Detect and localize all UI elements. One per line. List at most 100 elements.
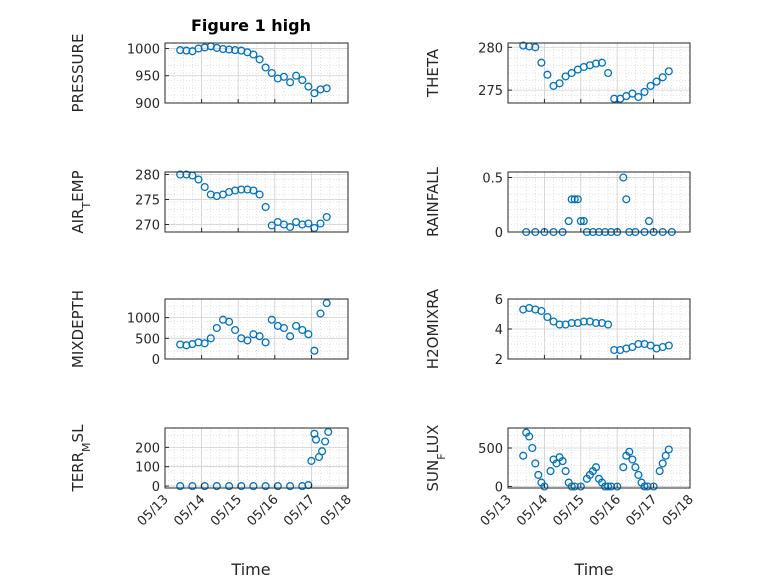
- data-point: [570, 195, 579, 204]
- data-point: [249, 186, 258, 195]
- axes-box: [164, 42, 349, 104]
- data-point: [579, 217, 588, 226]
- y-label-part: AIR: [69, 209, 87, 234]
- data-point: [321, 437, 330, 446]
- y-tick-label: 900: [135, 97, 160, 112]
- y-tick-label: 0.5: [482, 171, 503, 186]
- data-point: [310, 346, 319, 355]
- data-point: [225, 317, 234, 326]
- data-point: [661, 451, 670, 460]
- data-point: [255, 190, 264, 199]
- data-point: [311, 435, 321, 444]
- data-point: [188, 482, 197, 491]
- y-axis-label: MIXDEPTH: [69, 290, 87, 368]
- data-point: [231, 325, 240, 335]
- y-label-part: LUX: [424, 425, 442, 454]
- data-point: [567, 195, 576, 204]
- data-point: [182, 170, 191, 179]
- data-point: [322, 212, 331, 222]
- data-point: [286, 78, 295, 87]
- data-point: [279, 323, 288, 333]
- data-point: [322, 299, 331, 308]
- data-point: [225, 45, 234, 54]
- y-tick-label: 950: [135, 70, 160, 85]
- data-point: [567, 482, 576, 491]
- x-axis-label-right: Time: [573, 560, 613, 579]
- data-point: [519, 451, 528, 460]
- data-point: [316, 309, 325, 318]
- y-label-part: TERR: [69, 452, 87, 493]
- data-point: [558, 457, 567, 466]
- data-point: [658, 73, 667, 82]
- y-axis-label: THETA: [424, 48, 442, 98]
- data-point: [564, 217, 573, 226]
- data-point: [591, 59, 601, 68]
- y-tick-label: 275: [478, 84, 503, 99]
- y-axis-label: PRESSURE: [69, 34, 87, 113]
- y-axis-label: SUNFLUX: [424, 425, 448, 492]
- data-point: [292, 321, 301, 330]
- data-point: [619, 173, 628, 182]
- data-point: [261, 482, 270, 491]
- data-point: [610, 94, 619, 103]
- data-point: [249, 482, 258, 491]
- data-point: [613, 482, 622, 491]
- y-label-subscript: T: [80, 202, 93, 210]
- y-tick-label: 100: [135, 461, 160, 476]
- data-point: [664, 67, 673, 76]
- y-tick-label: 0: [495, 480, 503, 495]
- data-point: [540, 482, 549, 491]
- data-point: [622, 195, 631, 204]
- data-point: [176, 482, 185, 491]
- data-point: [591, 318, 601, 328]
- data-point: [310, 89, 319, 98]
- data-point: [304, 330, 313, 339]
- data-point: [619, 463, 628, 472]
- subplot-1: 900 950 1000 PRESSURE: [69, 34, 349, 113]
- data-point: [555, 79, 564, 88]
- data-point: [597, 58, 607, 67]
- data-point: [543, 70, 552, 79]
- data-point: [267, 221, 276, 230]
- data-point: [286, 222, 295, 232]
- data-point: [249, 50, 258, 59]
- data-point: [267, 315, 276, 324]
- data-point: [664, 341, 673, 350]
- data-point: [628, 89, 637, 98]
- data-point: [604, 320, 613, 329]
- data-point: [604, 482, 613, 491]
- x-tick-label: 05/18: [660, 492, 697, 529]
- data-point: [318, 447, 327, 456]
- data-point: [543, 312, 552, 322]
- axes-box: [507, 427, 691, 489]
- data-point: [643, 482, 652, 491]
- subplot-8: 0 500 SUNFLUX 05/13 05/14 05/15 05/16 05/17 05/1…: [424, 425, 697, 530]
- y-tick-label: 1000: [127, 312, 160, 327]
- data-point: [243, 185, 252, 194]
- data-point: [531, 459, 540, 468]
- data-point: [570, 482, 579, 491]
- data-point: [279, 72, 288, 81]
- x-tick-label: 05/13: [478, 492, 515, 529]
- subplot-7: 0 100 200 TERRMSL 05/13 05/14 05/15 05/16 05/17 0…: [69, 424, 355, 529]
- data-point: [212, 323, 221, 333]
- y-tick-label: 0: [152, 480, 160, 495]
- data-point: [640, 87, 649, 96]
- x-tick-label: 05/13: [135, 492, 172, 529]
- data-point: [218, 44, 228, 54]
- axes-box: [507, 171, 691, 233]
- data-point: [573, 195, 582, 204]
- data-point: [664, 445, 673, 454]
- data-point: [261, 202, 270, 212]
- subplot-5: 0 500 1000 MIXDEPTH: [69, 290, 349, 368]
- data-point: [640, 482, 649, 491]
- data-point: [255, 332, 264, 341]
- data-point: [286, 332, 295, 341]
- y-tick-label: 270: [135, 219, 160, 234]
- subplot-3: 270 275 280 AIRTEMP: [69, 169, 349, 234]
- data-point: [652, 77, 661, 86]
- data-point: [212, 482, 221, 491]
- data-point: [310, 429, 319, 438]
- data-point: [607, 482, 616, 491]
